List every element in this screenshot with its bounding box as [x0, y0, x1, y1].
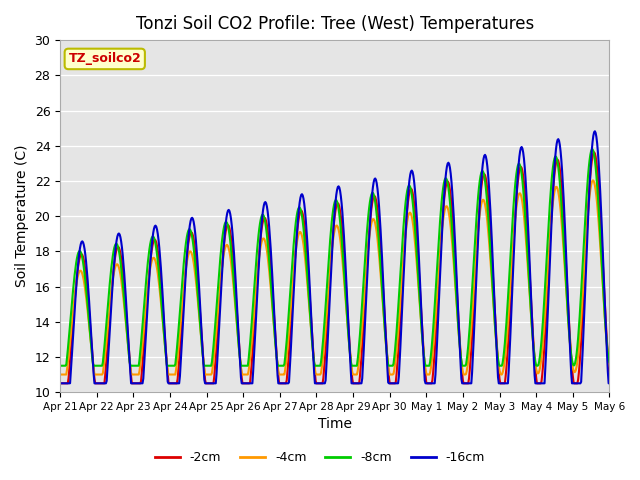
Y-axis label: Soil Temperature (C): Soil Temperature (C) [15, 145, 29, 288]
Legend: -2cm, -4cm, -8cm, -16cm: -2cm, -4cm, -8cm, -16cm [150, 446, 490, 469]
Title: Tonzi Soil CO2 Profile: Tree (West) Temperatures: Tonzi Soil CO2 Profile: Tree (West) Temp… [136, 15, 534, 33]
Text: TZ_soilco2: TZ_soilco2 [68, 52, 141, 65]
X-axis label: Time: Time [318, 418, 352, 432]
